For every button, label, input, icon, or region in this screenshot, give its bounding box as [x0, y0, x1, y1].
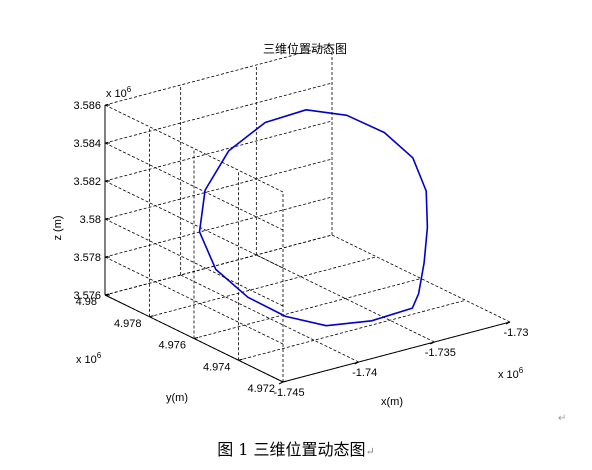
wall-gridline [104, 44, 333, 106]
y-tick-label: 4.974 [203, 361, 231, 373]
y-tick-label: 4.972 [247, 383, 275, 395]
floor-gridline [193, 278, 422, 339]
z-tick-label: 3.584 [73, 138, 101, 150]
x-tick-mark [430, 341, 435, 345]
x-tick-label: -1.73 [503, 327, 528, 339]
x-tick-mark [278, 381, 284, 385]
wall-gridline [104, 120, 333, 182]
floor-gridline [238, 299, 466, 361]
y-tick-label: 4.976 [158, 340, 186, 352]
x-exponent: 6 [519, 366, 524, 375]
chart-title: 三维位置动态图 [263, 41, 347, 56]
y-tick-mark [149, 315, 154, 318]
floor-gridline [149, 256, 377, 318]
y-tick-mark [193, 337, 199, 339]
z-multiplier: x 106 [106, 85, 132, 100]
y-exponent: 6 [97, 351, 102, 360]
y-tick-mark [282, 380, 288, 383]
trajectory-line [198, 109, 429, 327]
wall-gridline [104, 82, 333, 144]
x-tick-label: -1.74 [352, 367, 377, 379]
x-multiplier: x 106 [498, 366, 524, 381]
y-tick-label: 4.978 [114, 318, 142, 330]
z-tick-label: 3.576 [73, 290, 101, 302]
wall-gridline [104, 218, 284, 307]
x-axis-label: x(m) [381, 396, 403, 408]
wall-gridline [104, 142, 284, 231]
axes-box [104, 104, 511, 385]
wall-gridline [104, 180, 284, 269]
return-mark: ↵ [558, 413, 567, 424]
caption-text: 图 1 三维位置动态图 [217, 440, 366, 459]
wall-gridline [104, 104, 284, 193]
floor-gridline [256, 254, 435, 343]
x-tick-mark [354, 361, 359, 365]
floor-gridline [331, 234, 511, 323]
x-axis-line [282, 321, 511, 383]
x-tick-label: -1.735 [425, 347, 456, 359]
z-tick-label: 3.586 [73, 100, 101, 112]
z-tick-label: 3.58 [80, 214, 101, 226]
x-tick-mark [505, 321, 511, 325]
wall-gridline [104, 234, 333, 296]
x-tick-label: -1.745 [273, 387, 304, 399]
y-tick-label: 4.98 [76, 296, 97, 308]
wall-gridline [104, 158, 333, 220]
z-exponent: 6 [127, 85, 132, 94]
z-tick-label: 3.578 [73, 252, 101, 264]
y-tick-mark [238, 358, 243, 361]
y-multiplier: x 106 [76, 351, 102, 366]
z-axis-label: z (m) [52, 215, 64, 240]
tick-labels: -1.745 -1.74 -1.735 -1.73 4.972 4.974 4.976 4.9… [73, 100, 528, 399]
z-tick-label: 3.582 [73, 176, 101, 188]
paragraph-mark: ↵ [365, 445, 375, 458]
wall-gridline [104, 196, 333, 258]
wall-gridline [104, 256, 284, 345]
series [198, 109, 429, 327]
floor-gridline [180, 274, 359, 363]
grid [104, 44, 511, 383]
figure-caption: 图 1 三维位置动态图↵ [0, 436, 592, 460]
y-axis-label: y(m) [166, 392, 188, 404]
